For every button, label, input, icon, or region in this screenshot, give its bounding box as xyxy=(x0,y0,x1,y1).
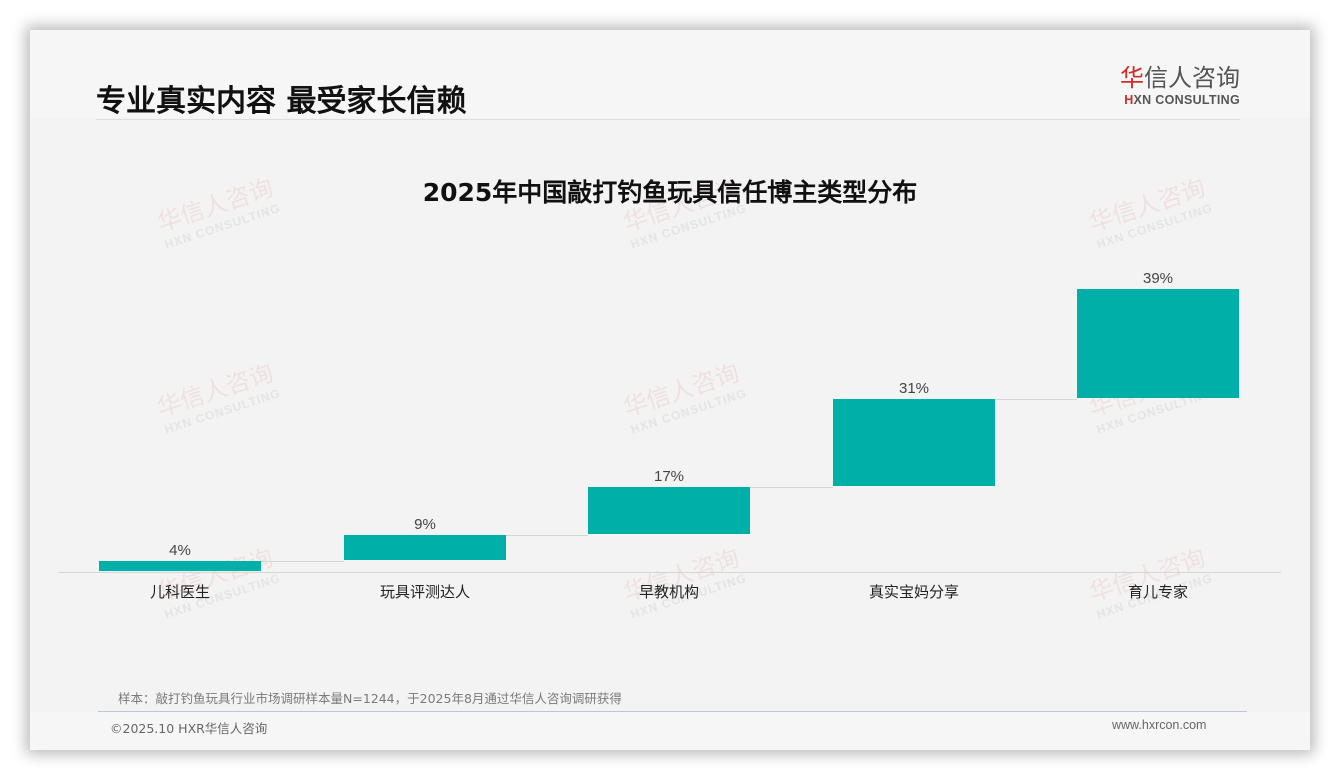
category-label: 玩具评测达人 xyxy=(379,583,470,601)
company-logo: 华信人咨询 HXN CONSULTING xyxy=(1110,64,1240,107)
waterfall-bar xyxy=(588,487,750,534)
copyright: ©2025.10 HXR华信人咨询 xyxy=(110,721,268,736)
waterfall-chart: 4% 儿科医生 9% 玩具评测达人 17% 早教机构 31% 真实宝妈分享 39% 育儿专家 xyxy=(30,30,1310,750)
connector-line xyxy=(506,535,588,536)
waterfall-bar xyxy=(344,535,506,560)
website-link[interactable]: www.hxrcon.com xyxy=(1112,718,1207,732)
sample-note: 样本：敲打钓鱼玩具行业市场调研样本量N=1244，于2025年8月通过华信人咨询… xyxy=(118,691,622,706)
data-label: 39% xyxy=(1142,270,1174,287)
header-band xyxy=(30,30,1310,118)
connector-line xyxy=(750,487,833,488)
logo-cn: 华信人咨询 xyxy=(1120,64,1240,92)
footer-band xyxy=(30,712,1310,750)
footer-divider xyxy=(98,711,1247,712)
logo-en: HXN CONSULTING xyxy=(1124,93,1240,107)
connector-line xyxy=(995,399,1077,400)
x-axis-baseline xyxy=(58,572,1281,573)
chart-title: 2025年中国敲打钓鱼玩具信任博主类型分布 xyxy=(422,178,918,207)
data-label: 9% xyxy=(414,516,436,533)
waterfall-bar xyxy=(1077,289,1239,398)
page-title: 专业真实内容 最受家长信赖 xyxy=(96,84,467,119)
slide: 华信人咨询 HXN CONSULTING 华信人咨询 HXN CONSULTING … xyxy=(30,30,1310,750)
title-divider xyxy=(96,119,1240,120)
data-label: 31% xyxy=(898,380,930,397)
waterfall-bar xyxy=(833,399,995,486)
data-label: 17% xyxy=(653,468,685,485)
category-label: 早教机构 xyxy=(638,583,699,601)
category-label: 育儿专家 xyxy=(1127,583,1188,601)
waterfall-bar xyxy=(99,561,261,571)
connector-line xyxy=(261,561,344,562)
data-label: 4% xyxy=(169,542,191,559)
category-label: 真实宝妈分享 xyxy=(868,583,959,601)
category-label: 儿科医生 xyxy=(149,583,210,601)
